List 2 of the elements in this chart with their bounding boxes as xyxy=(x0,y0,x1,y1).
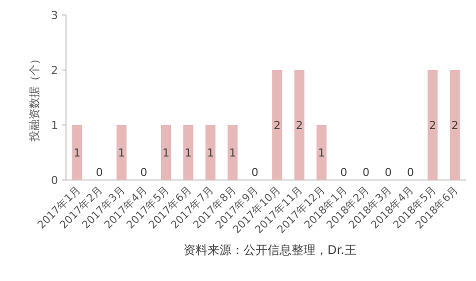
annotation: 资料来源：公开信息整理，Dr.王 xyxy=(184,243,356,257)
y-axis-title: 投融资数据（个） xyxy=(28,54,41,142)
